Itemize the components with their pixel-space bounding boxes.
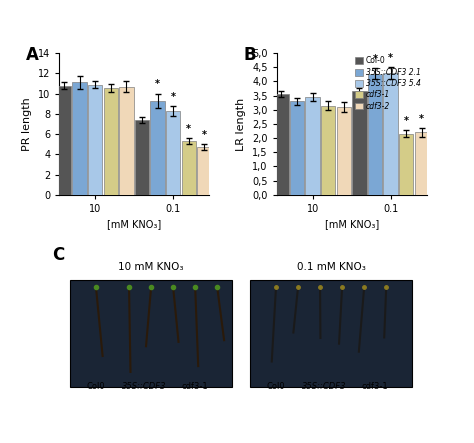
Bar [321,105,336,195]
Bar [399,134,413,195]
Bar [166,111,181,195]
Text: 10 mM KNO₃: 10 mM KNO₃ [118,262,184,272]
Legend: Col-0, 35S::CDF3 2.1, 35S::CDF3 5.4, cdf3-1, cdf3-2: Col-0, 35S::CDF3 2.1, 35S::CDF3 5.4, cdf… [353,54,423,113]
Text: A: A [26,46,39,64]
Text: 35S::CDF3: 35S::CDF3 [301,382,346,391]
Text: Col0: Col0 [87,382,105,391]
Bar [274,94,289,195]
Text: *: * [202,130,207,140]
Y-axis label: LR length: LR length [237,97,246,151]
Bar [197,147,211,195]
X-axis label: [mM KNO₃]: [mM KNO₃] [107,219,161,229]
Text: *: * [419,114,424,124]
Bar [368,74,382,195]
Text: cdf3-1: cdf3-1 [182,382,209,391]
Bar [57,85,71,195]
Bar [73,82,87,195]
Text: C: C [52,245,64,264]
Text: *: * [388,53,393,63]
Bar [88,85,102,195]
Bar [415,132,429,195]
Text: 35S::CDF3: 35S::CDF3 [121,382,166,391]
Bar [383,73,398,195]
Text: *: * [186,124,191,134]
Bar [337,107,351,195]
FancyBboxPatch shape [250,280,412,387]
Bar [119,86,134,195]
Text: *: * [171,92,176,101]
Text: 0.1 mM KNO₃: 0.1 mM KNO₃ [297,262,365,272]
Text: Col0: Col0 [267,382,285,391]
Bar [305,97,320,195]
Text: B: B [244,46,256,64]
Bar [352,91,366,195]
Bar [104,88,118,195]
Bar [182,141,196,195]
Text: cdf3-1: cdf3-1 [362,382,389,391]
Bar [135,120,149,195]
Bar [150,101,165,195]
Text: *: * [373,54,377,64]
Text: *: * [155,79,160,89]
X-axis label: [mM KNO₃]: [mM KNO₃] [325,219,379,229]
Bar [290,101,304,195]
FancyBboxPatch shape [70,280,232,387]
Y-axis label: PR length: PR length [22,97,32,151]
Text: *: * [404,116,409,126]
